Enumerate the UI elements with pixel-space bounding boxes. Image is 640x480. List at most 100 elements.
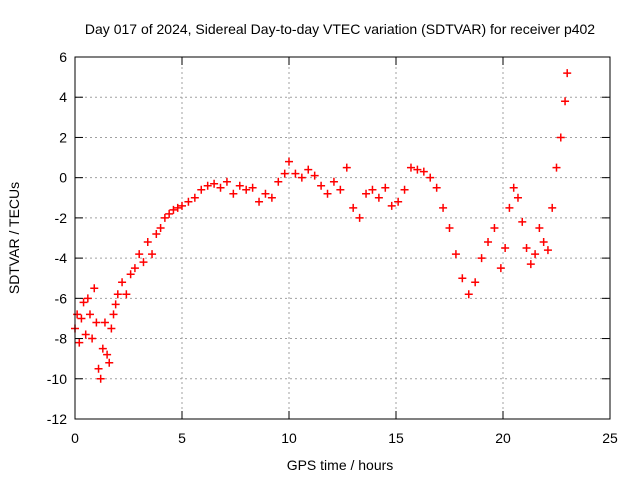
data-point (531, 250, 540, 259)
data-point (235, 181, 244, 190)
data-point (342, 163, 351, 172)
data-point (229, 189, 238, 198)
data-point (374, 193, 383, 202)
data-point (543, 246, 552, 255)
data-point (336, 185, 345, 194)
data-point (368, 185, 377, 194)
data-point (323, 189, 332, 198)
chart-title: Day 017 of 2024, Sidereal Day-to-day VTE… (85, 21, 595, 37)
data-point (255, 197, 264, 206)
data-point (242, 185, 251, 194)
data-point (267, 193, 276, 202)
data-point (83, 294, 92, 303)
grid-lines (75, 57, 610, 419)
data-point (552, 163, 561, 172)
data-point (216, 183, 225, 192)
data-point (160, 213, 169, 222)
data-point (79, 298, 88, 307)
data-point (285, 157, 293, 166)
data-point (103, 350, 112, 359)
data-point (445, 223, 454, 232)
axis-ticks: -12 -10 -8 -6 -4 -2 0 2 4 6 0 5 10 15 20 25 (47, 49, 618, 446)
data-point (556, 133, 565, 142)
data-point (118, 278, 127, 287)
data-point (317, 181, 326, 190)
y-tick-label: -12 (47, 411, 67, 427)
y-tick-label: -10 (47, 371, 67, 387)
data-point (406, 163, 415, 172)
data-point (526, 260, 535, 269)
data-point (122, 290, 131, 299)
data-point (152, 229, 161, 238)
data-point (274, 177, 283, 186)
data-point (310, 171, 319, 180)
data-point (490, 223, 499, 232)
y-tick-label: 2 (59, 129, 67, 145)
data-point (381, 183, 390, 192)
data-point (135, 250, 144, 259)
data-point (173, 203, 182, 212)
data-point (190, 193, 199, 202)
data-point (329, 177, 338, 186)
data-point (387, 201, 396, 210)
y-tick-label: -4 (55, 250, 68, 266)
data-point (539, 238, 548, 247)
data-point (477, 254, 486, 263)
x-tick-label: 10 (281, 430, 297, 446)
data-point (439, 203, 448, 212)
data-point (261, 189, 270, 198)
data-point (548, 203, 557, 212)
data-point (291, 169, 300, 178)
data-point (563, 69, 572, 78)
x-tick-label: 0 (71, 430, 79, 446)
y-tick-label: -2 (55, 210, 68, 226)
data-point (222, 177, 231, 186)
x-tick-label: 15 (388, 430, 404, 446)
data-point (85, 310, 94, 319)
data-point (458, 274, 467, 283)
data-point (169, 205, 178, 214)
data-point (94, 364, 103, 373)
data-point (464, 290, 473, 299)
data-point (156, 223, 165, 232)
data-point (210, 179, 219, 188)
y-tick-label: 0 (59, 170, 67, 186)
data-point (505, 203, 514, 212)
data-point (107, 324, 116, 333)
data-point (522, 244, 531, 253)
data-point (419, 167, 428, 176)
data-point (100, 318, 109, 327)
data-point (139, 258, 148, 267)
x-tick-label: 25 (602, 430, 618, 446)
data-point (81, 330, 90, 339)
data-point (130, 264, 139, 273)
data-point (148, 250, 157, 259)
x-tick-label: 5 (178, 430, 186, 446)
data-point (394, 197, 403, 206)
data-point (471, 278, 480, 287)
data-point (178, 201, 186, 210)
y-tick-label: 6 (59, 49, 67, 65)
y-axis-label: SDTVAR / TECUs (6, 182, 22, 294)
x-tick-label: 20 (495, 430, 511, 446)
y-tick-label: 4 (59, 89, 67, 105)
data-point (248, 183, 257, 192)
plot-frame (74, 56, 611, 420)
data-point (280, 169, 289, 178)
data-point (484, 238, 493, 247)
data-point (535, 223, 544, 232)
data-point (518, 217, 527, 226)
x-axis-label: GPS time / hours (287, 457, 394, 473)
data-point (509, 183, 518, 192)
data-point (77, 314, 86, 323)
data-point (426, 173, 435, 182)
data-point (496, 264, 505, 273)
data-point (349, 203, 358, 212)
data-point (362, 189, 371, 198)
data-point (73, 310, 82, 319)
data-point (105, 358, 114, 367)
data-point (98, 344, 107, 353)
data-point (143, 238, 152, 247)
data-point (126, 270, 135, 279)
data-point (297, 173, 306, 182)
